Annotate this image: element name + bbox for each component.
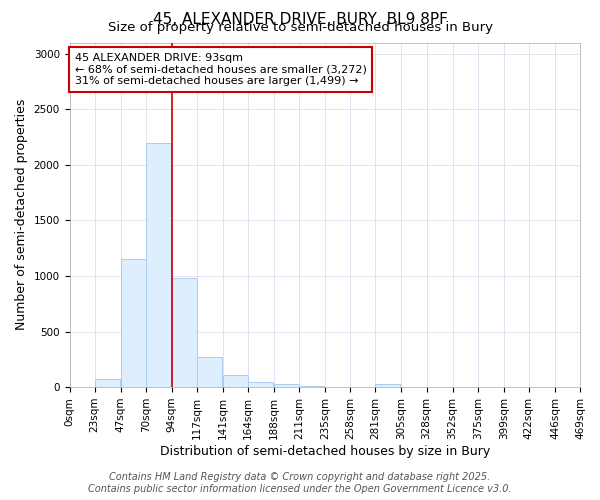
Bar	[248, 382, 273, 387]
Bar	[223, 375, 248, 387]
Bar	[376, 384, 400, 387]
Bar	[95, 380, 119, 387]
Bar	[146, 142, 171, 387]
Bar	[197, 357, 222, 387]
Text: Contains HM Land Registry data © Crown copyright and database right 2025.
Contai: Contains HM Land Registry data © Crown c…	[88, 472, 512, 494]
Text: 45 ALEXANDER DRIVE: 93sqm
← 68% of semi-detached houses are smaller (3,272)
31% : 45 ALEXANDER DRIVE: 93sqm ← 68% of semi-…	[74, 53, 367, 86]
Bar	[274, 384, 299, 387]
Bar	[299, 386, 324, 387]
Y-axis label: Number of semi-detached properties: Number of semi-detached properties	[15, 99, 28, 330]
Bar	[172, 278, 197, 387]
Text: Size of property relative to semi-detached houses in Bury: Size of property relative to semi-detach…	[107, 22, 493, 35]
Text: 45, ALEXANDER DRIVE, BURY, BL9 8PF: 45, ALEXANDER DRIVE, BURY, BL9 8PF	[152, 12, 448, 26]
Bar	[121, 260, 146, 387]
X-axis label: Distribution of semi-detached houses by size in Bury: Distribution of semi-detached houses by …	[160, 444, 490, 458]
